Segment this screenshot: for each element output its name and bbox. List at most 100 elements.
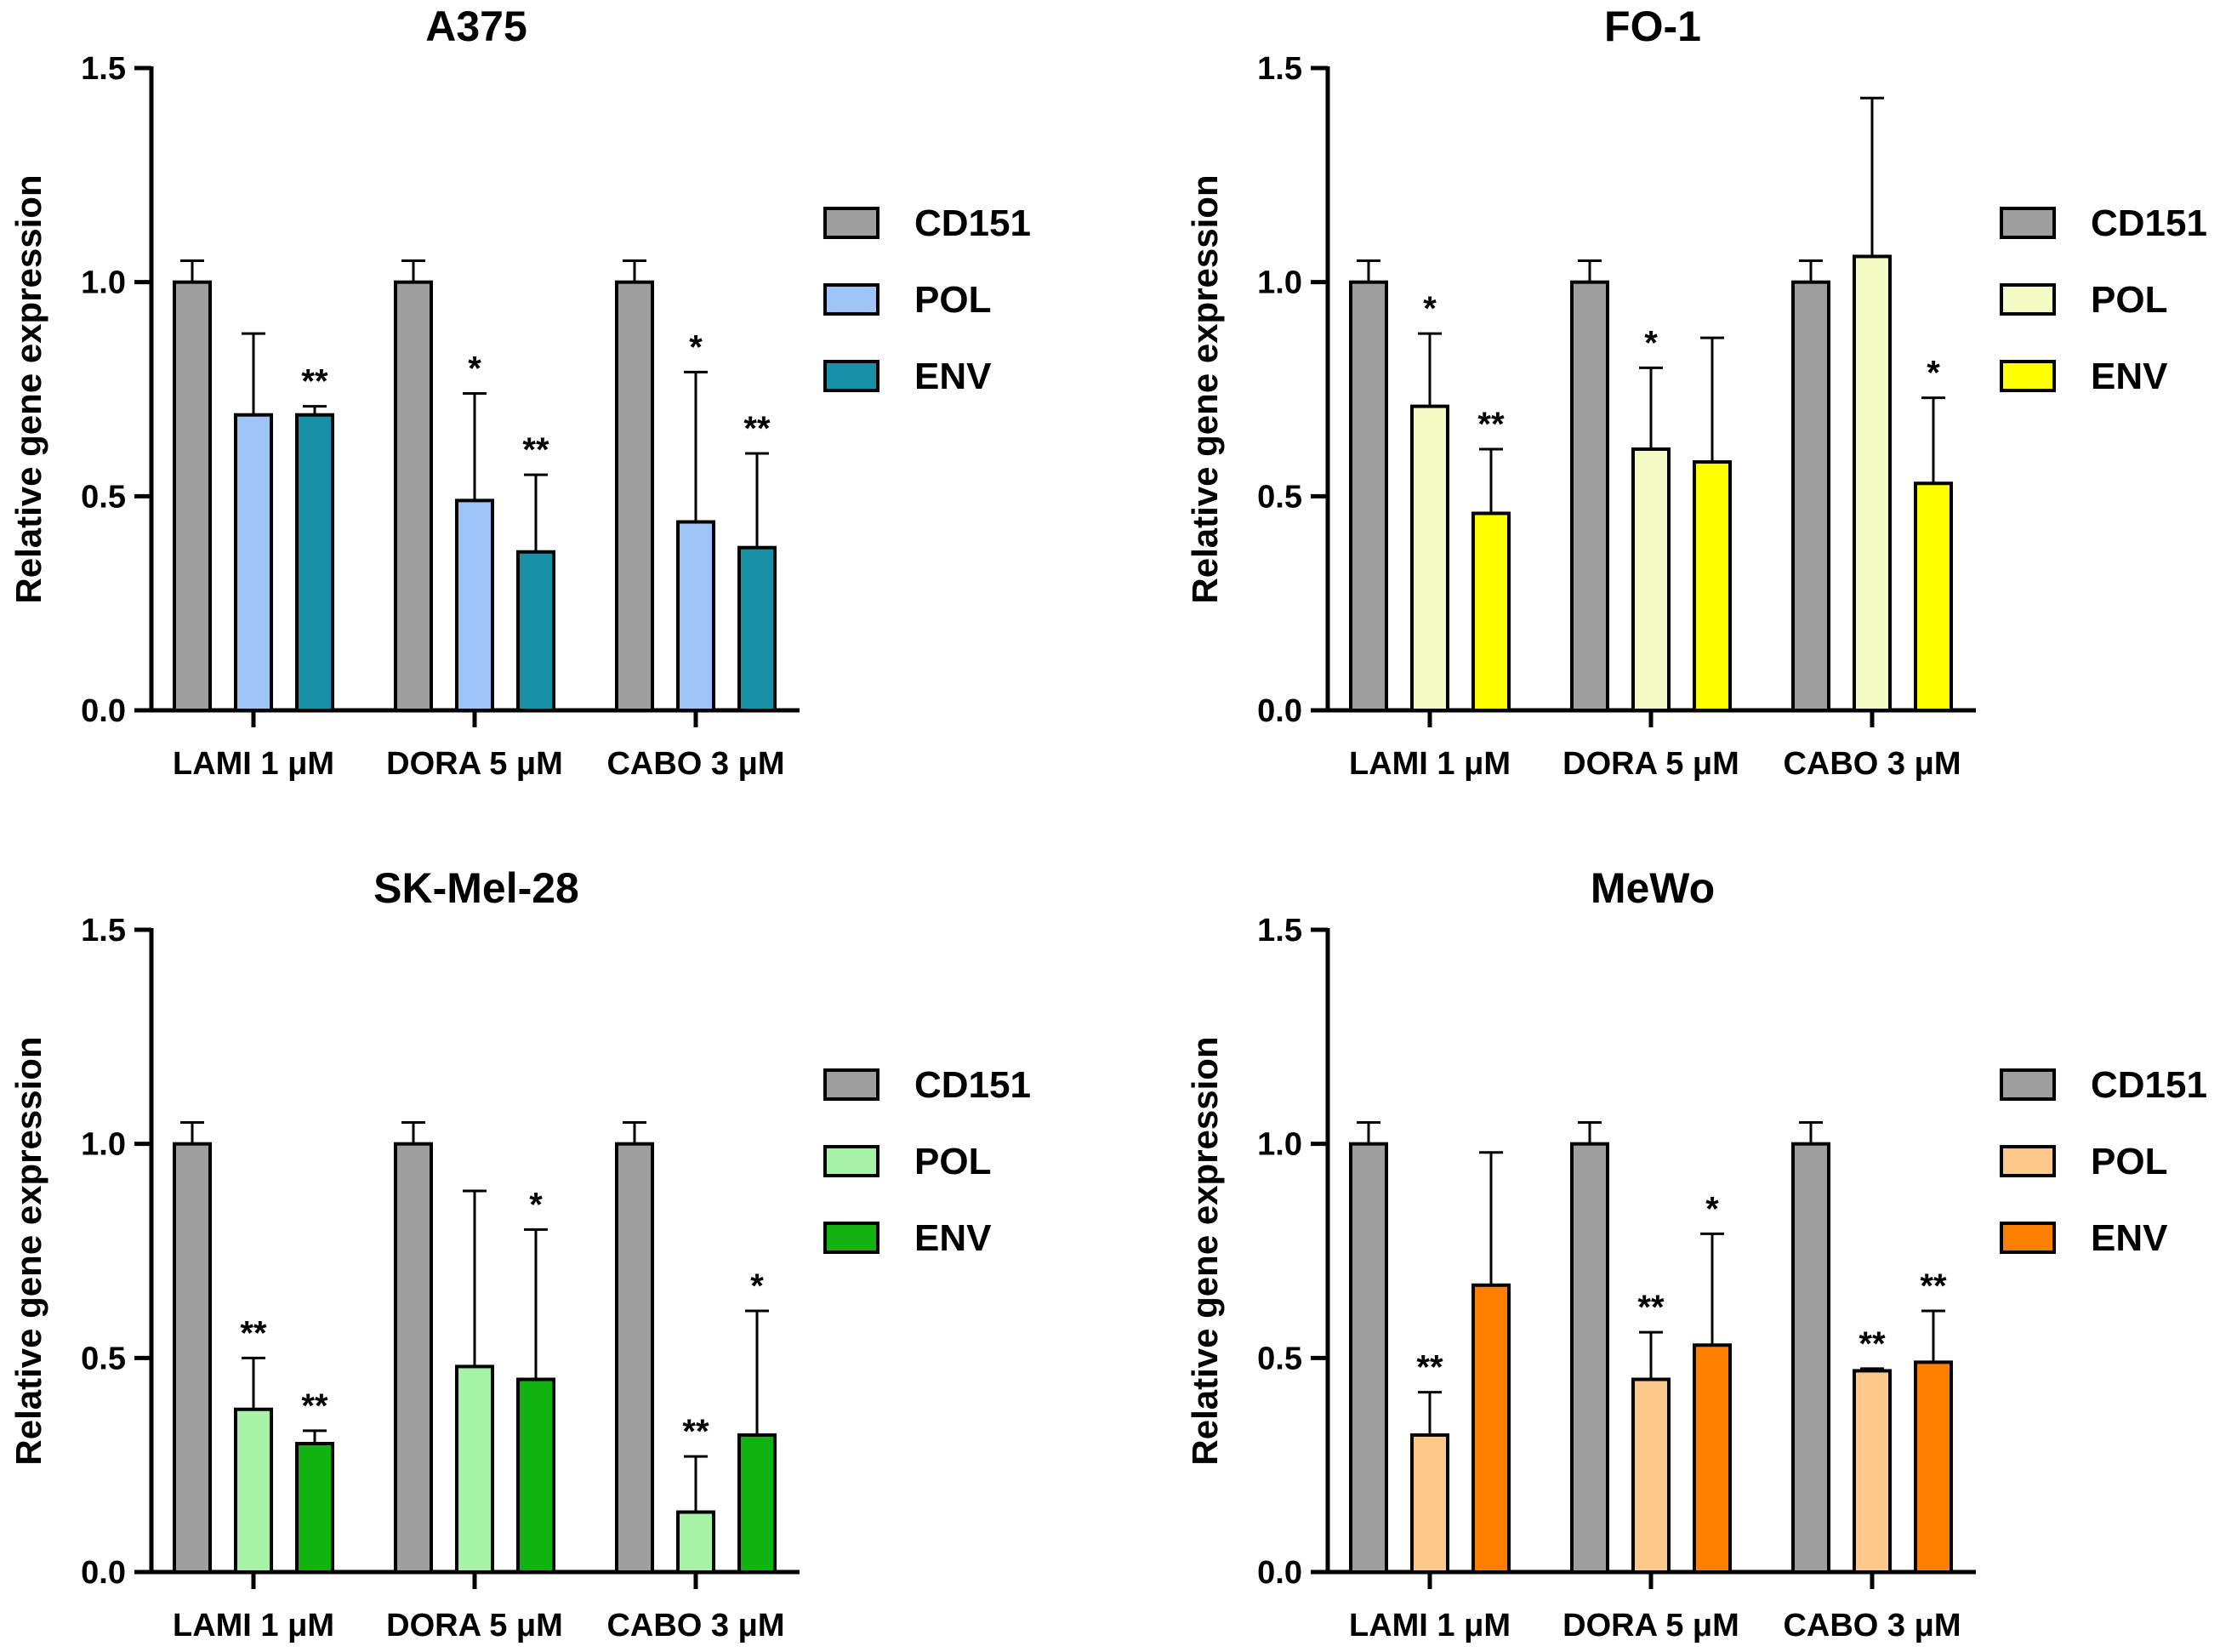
legend-label: CD151 — [914, 1064, 1031, 1106]
bar-pol — [234, 413, 273, 712]
x-tick-label: DORA 5 μM — [386, 1608, 563, 1643]
bar-env — [516, 550, 555, 712]
y-tick-label: 0.5 — [1257, 1341, 1302, 1376]
y-tick-label: 0.0 — [81, 1555, 126, 1591]
bar-env — [737, 545, 777, 712]
legend-label: CD151 — [914, 202, 1031, 244]
y-tick-label: 0.5 — [1257, 479, 1302, 515]
y-tick-label: 1.0 — [1257, 265, 1302, 301]
x-tick-label: LAMI 1 μM — [173, 1608, 334, 1643]
x-tick-label: LAMI 1 μM — [173, 746, 334, 782]
legend-label: POL — [914, 279, 991, 321]
bar-env — [1914, 1360, 1953, 1574]
chart-panel-3: SK-Mel-28 Relative gene expression 0.0 0.5 1… — [9, 864, 1031, 1643]
significance-marker: * — [1927, 355, 1940, 392]
significance-marker: * — [689, 328, 703, 366]
bar-cd151 — [394, 1142, 433, 1574]
bar-cd151 — [1791, 280, 1830, 712]
x-tick-label: DORA 5 μM — [386, 746, 563, 782]
legend-label: CD151 — [2091, 202, 2207, 244]
chart-title: A375 — [425, 3, 527, 50]
legend-label: ENV — [2091, 356, 2168, 397]
x-tick-label: DORA 5 μM — [1563, 1608, 1739, 1643]
significance-marker: ** — [1637, 1289, 1665, 1326]
bar-cd151 — [173, 280, 212, 712]
x-tick-label: CABO 3 μM — [606, 746, 784, 782]
bar-env — [1471, 511, 1511, 713]
legend-swatch-env — [823, 360, 879, 392]
significance-marker: * — [529, 1186, 543, 1223]
legend-label: ENV — [914, 356, 992, 397]
chart-title: FO-1 — [1604, 3, 1701, 50]
bar-pol — [1631, 447, 1671, 712]
bar-cd151 — [173, 1142, 212, 1574]
bar-cd151 — [1349, 1142, 1388, 1574]
legend-swatch-env — [2000, 360, 2056, 392]
significance-marker: ** — [743, 410, 771, 447]
bar-env — [295, 413, 334, 712]
chart-panel-2: FO-1 Relative gene expression 0.0 0.5 1.0 1.5… — [1185, 3, 2207, 782]
legend-label: CD151 — [2091, 1064, 2207, 1106]
bar-env — [295, 1442, 334, 1574]
legend-label: POL — [2091, 1141, 2167, 1182]
significance-marker: ** — [240, 1314, 267, 1352]
y-tick-label: 0.0 — [1257, 693, 1302, 729]
y-axis-label: Relative gene expression — [9, 174, 48, 603]
y-tick-label: 1.5 — [81, 51, 126, 87]
y-axis-label: Relative gene expression — [9, 1036, 48, 1465]
chart-panel-4: MeWo Relative gene expression 0.0 0.5 1.0 1.5… — [1185, 864, 2207, 1643]
bar-env — [737, 1433, 777, 1575]
y-tick-label: 0.0 — [1257, 1555, 1302, 1591]
y-tick-label: 1.0 — [81, 1127, 126, 1163]
y-axis-label: Relative gene expression — [1185, 1036, 1225, 1465]
y-tick-label: 1.0 — [81, 265, 126, 301]
x-tick-label: LAMI 1 μM — [1349, 746, 1511, 782]
y-tick-label: 1.5 — [1257, 913, 1302, 948]
bar-env — [1693, 1343, 1732, 1574]
bar-cd151 — [394, 280, 433, 712]
legend-swatch-env — [823, 1222, 879, 1254]
legend-swatch-cd151 — [823, 1068, 879, 1101]
y-tick-label: 0.5 — [81, 479, 126, 515]
legend-label: ENV — [914, 1217, 992, 1259]
legend-swatch-pol — [2000, 283, 2056, 316]
bar-cd151 — [1570, 1142, 1609, 1574]
significance-marker: * — [1644, 324, 1658, 362]
chart-title: SK-Mel-28 — [373, 864, 579, 912]
legend-label: POL — [914, 1141, 991, 1182]
x-tick-label: CABO 3 μM — [606, 1608, 784, 1643]
bar-cd151 — [1570, 280, 1609, 712]
y-axis-label: Relative gene expression — [1185, 174, 1225, 603]
y-tick-label: 1.5 — [1257, 51, 1302, 87]
bar-cd151 — [615, 280, 654, 712]
legend-swatch-cd151 — [823, 207, 879, 239]
significance-marker: * — [750, 1267, 764, 1305]
x-tick-label: CABO 3 μM — [1783, 1608, 1961, 1643]
legend-swatch-cd151 — [2000, 1068, 2056, 1101]
significance-marker: ** — [301, 363, 328, 401]
y-tick-label: 1.5 — [81, 913, 126, 948]
significance-marker: ** — [522, 431, 549, 469]
x-tick-label: CABO 3 μM — [1783, 746, 1961, 782]
bar-pol — [234, 1407, 273, 1574]
x-tick-label: DORA 5 μM — [1563, 746, 1739, 782]
legend-swatch-cd151 — [2000, 207, 2056, 239]
bar-env — [1471, 1283, 1511, 1574]
significance-marker: ** — [682, 1413, 709, 1450]
significance-marker: ** — [1416, 1349, 1443, 1387]
x-tick-label: LAMI 1 μM — [1349, 1608, 1511, 1643]
legend-label: ENV — [2091, 1217, 2168, 1259]
significance-marker: ** — [1859, 1325, 1886, 1363]
y-tick-label: 0.0 — [81, 693, 126, 729]
bar-pol — [1410, 1433, 1449, 1575]
bar-pol — [455, 498, 494, 712]
bar-pol — [1853, 1369, 1892, 1575]
legend-swatch-pol — [2000, 1145, 2056, 1177]
legend-label: POL — [2091, 279, 2167, 321]
significance-marker: * — [468, 350, 481, 388]
significance-marker: ** — [301, 1387, 328, 1425]
bar-pol — [1410, 404, 1449, 712]
bar-cd151 — [615, 1142, 654, 1574]
